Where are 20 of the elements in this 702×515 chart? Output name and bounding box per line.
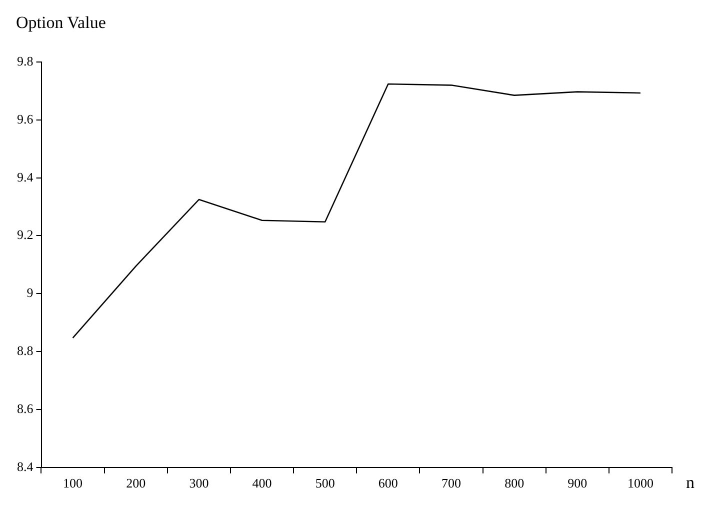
y-tick-label: 8.4 — [17, 458, 34, 474]
y-axis-title: Option Value — [16, 13, 106, 32]
y-tick-label: 9 — [26, 285, 34, 300]
y-tick-label: 9.8 — [17, 53, 34, 68]
y-tick-label: 9.6 — [17, 111, 34, 126]
x-tick-label: 700 — [441, 476, 461, 491]
x-axis-title: n — [686, 472, 695, 492]
x-tick-label: 500 — [315, 476, 335, 491]
x-tick-label: 900 — [568, 476, 588, 491]
y-tick-label: 8.6 — [17, 400, 34, 416]
y-tick-label: 9.2 — [17, 227, 34, 242]
x-tick-label: 100 — [63, 476, 83, 491]
x-tick-label: 400 — [252, 476, 272, 491]
x-tick-label: 1000 — [627, 476, 654, 491]
x-tick-label: 800 — [504, 476, 524, 491]
x-tick-label: 600 — [378, 476, 398, 491]
x-tick-label: 300 — [189, 476, 209, 491]
y-tick-label: 9.4 — [17, 169, 34, 184]
x-tick-label: 200 — [126, 476, 146, 491]
y-tick-label: 8.8 — [17, 342, 34, 358]
